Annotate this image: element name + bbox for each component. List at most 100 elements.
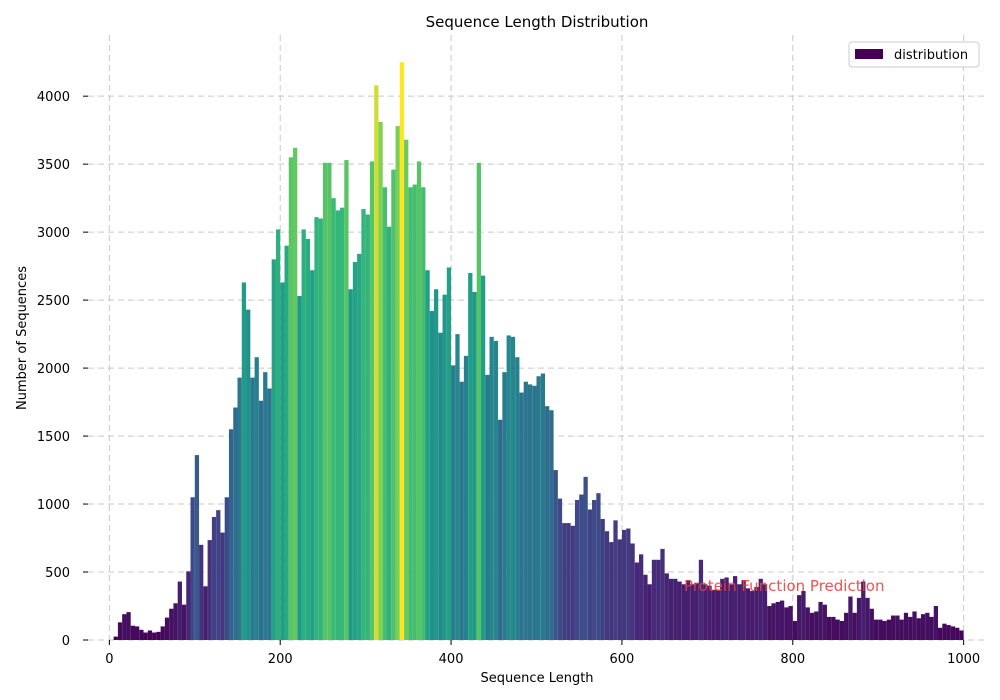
histogram-bar — [258, 400, 264, 640]
y-tick-label: 1000 — [37, 498, 70, 513]
histogram-bar — [374, 85, 379, 641]
histogram-bar — [472, 291, 477, 640]
histogram-bar — [784, 607, 789, 640]
histogram-bar — [246, 309, 251, 640]
histogram-bar — [527, 384, 533, 640]
histogram-bar — [835, 619, 840, 640]
histogram-bar — [489, 336, 494, 640]
histogram-bar — [310, 270, 315, 640]
histogram-bar — [908, 616, 913, 640]
histogram-bar — [301, 229, 306, 641]
histogram-bar — [758, 578, 763, 640]
histogram-bar — [886, 619, 892, 640]
histogram-bar — [378, 122, 383, 641]
histogram-bar — [707, 585, 712, 640]
histogram-bar — [686, 580, 691, 640]
histogram-bar — [626, 528, 631, 640]
histogram-bar — [536, 376, 541, 640]
histogram-bar — [579, 494, 584, 640]
x-tick-label: 600 — [610, 652, 635, 667]
histogram-bar — [848, 596, 853, 640]
histogram-bar — [566, 523, 571, 640]
histogram-bar — [891, 615, 896, 640]
histogram-bar — [809, 612, 815, 640]
histogram-bar — [750, 591, 755, 640]
histogram-bar — [357, 253, 362, 640]
histogram-bar — [694, 582, 699, 640]
histogram-bar — [929, 616, 934, 640]
histogram-bar — [455, 334, 460, 640]
histogram-bar — [254, 357, 259, 640]
histogram-bar — [711, 589, 716, 640]
histogram-bar — [587, 509, 593, 640]
y-tick-label: 4000 — [37, 90, 70, 105]
histogram-bar — [609, 542, 614, 640]
histogram-bar — [600, 519, 605, 640]
histogram-bar — [523, 381, 528, 640]
bars — [113, 62, 964, 641]
histogram-bar — [169, 608, 174, 640]
histogram-bar — [113, 636, 118, 640]
histogram-bar — [703, 584, 708, 640]
histogram-bar — [207, 540, 212, 640]
histogram-bar — [865, 597, 870, 640]
histogram-bar — [369, 161, 375, 640]
x-tick-label: 200 — [268, 652, 293, 667]
histogram-bar — [348, 289, 353, 640]
histogram-bar — [480, 275, 486, 640]
histogram-bar — [788, 606, 793, 640]
histogram-bar — [429, 310, 434, 640]
histogram-bar — [562, 523, 567, 640]
histogram-bar — [651, 559, 657, 640]
histogram-bar — [194, 455, 200, 640]
histogram-bar — [715, 589, 721, 640]
histogram-bar — [468, 272, 473, 640]
histogram-bar — [596, 493, 601, 640]
histogram-bar — [839, 620, 845, 640]
histogram-bar — [352, 262, 358, 640]
histogram-bar — [177, 581, 182, 640]
histogram-bar — [139, 629, 144, 640]
histogram-bar — [831, 616, 836, 640]
y-tick-label: 500 — [45, 566, 70, 581]
histogram-bar — [878, 619, 883, 640]
histogram-bar — [660, 548, 665, 640]
histogram-bar — [698, 559, 704, 640]
histogram-bar — [925, 612, 930, 640]
histogram-bar — [664, 573, 669, 640]
histogram-bar — [416, 161, 422, 640]
histogram-bar — [950, 626, 956, 640]
histogram-bar — [574, 499, 580, 640]
histogram-bar — [592, 499, 597, 640]
histogram-bar — [130, 625, 135, 640]
histogram-bar — [779, 600, 785, 640]
histogram-bar — [404, 139, 409, 640]
legend-box — [848, 41, 980, 68]
histogram-bar — [617, 539, 622, 640]
histogram-bar — [844, 612, 849, 640]
histogram-bar — [805, 607, 810, 640]
histogram-bar — [143, 632, 148, 640]
histogram-bar — [164, 617, 170, 640]
histogram-bar — [604, 531, 610, 640]
histogram-bar — [463, 355, 469, 640]
histogram-bar — [224, 497, 229, 640]
histogram-bar — [673, 578, 678, 640]
histogram-bar — [433, 289, 439, 640]
histogram-bar — [134, 626, 140, 640]
histogram-bar — [181, 604, 187, 640]
histogram-bar — [502, 372, 507, 640]
histogram-bar — [724, 577, 729, 640]
histogram-bar — [412, 184, 417, 640]
histogram-bar — [233, 407, 238, 640]
histogram-bar — [814, 611, 819, 640]
histogram-bar — [237, 377, 242, 640]
histogram-bar — [399, 62, 405, 640]
histogram-bar — [173, 603, 178, 640]
histogram-bar — [263, 372, 268, 640]
histogram-bar — [818, 601, 823, 640]
chart-title: Sequence Length Distribution — [426, 13, 649, 31]
histogram-bar — [732, 576, 738, 640]
histogram-bar — [442, 294, 447, 640]
histogram-bar — [532, 385, 537, 640]
